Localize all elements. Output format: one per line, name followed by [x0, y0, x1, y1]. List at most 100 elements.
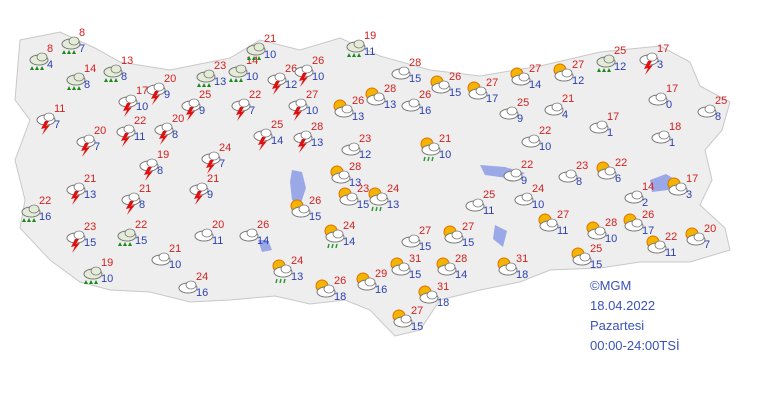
low-temperature: 1	[669, 137, 675, 149]
low-temperature: 7	[704, 239, 710, 251]
lightning	[644, 61, 653, 75]
high-temperature: 25	[715, 95, 727, 107]
rain-drop	[283, 278, 286, 284]
date: 18.04.2022	[590, 298, 655, 313]
weather-icon	[465, 198, 485, 212]
rain-drop	[327, 243, 330, 249]
lightning	[293, 107, 302, 121]
day: Pazartesi	[590, 318, 644, 333]
high-temperature: 27	[486, 77, 498, 89]
lightning	[71, 191, 80, 205]
high-temperature: 20	[94, 125, 106, 137]
high-temperature: 23	[576, 160, 588, 172]
low-temperature: 15	[419, 241, 431, 253]
weather-icon	[21, 204, 41, 222]
rain-drop	[427, 156, 430, 162]
cloud	[153, 82, 165, 92]
rain-drop	[35, 66, 39, 70]
cloud	[196, 182, 208, 192]
cloud	[596, 120, 608, 130]
high-temperature: 31	[516, 253, 528, 265]
rain-drop	[128, 242, 132, 246]
low-temperature: 17	[486, 93, 498, 105]
low-temperature: 10	[101, 273, 113, 285]
cloud	[631, 190, 643, 200]
low-temperature: 9	[521, 175, 527, 187]
rain-drop	[22, 218, 26, 222]
high-temperature: 22	[665, 231, 677, 243]
high-temperature: 22	[135, 219, 147, 231]
low-temperature: 8	[84, 79, 90, 91]
low-temperature: 10	[264, 49, 276, 61]
weather-icon	[294, 64, 314, 87]
rain-drop	[331, 243, 334, 249]
rain-drop	[239, 78, 243, 82]
high-temperature: 18	[669, 121, 681, 133]
weather-icon	[315, 279, 336, 298]
high-temperature: 28	[311, 121, 323, 133]
rain-drop	[89, 280, 93, 284]
rain-drop	[94, 280, 98, 284]
cloud	[654, 240, 666, 250]
cloud	[295, 98, 307, 108]
cloud	[346, 192, 358, 202]
rain-drop	[123, 242, 127, 246]
low-temperature: 6	[615, 173, 621, 185]
weather-icon	[420, 137, 441, 162]
cloud	[161, 122, 173, 132]
high-temperature: 14	[642, 181, 654, 193]
weather-icon	[118, 94, 138, 117]
weather-icon	[346, 39, 366, 57]
high-temperature: 23	[357, 183, 369, 195]
high-temperature: 25	[483, 189, 495, 201]
high-temperature: 26	[334, 275, 346, 287]
low-temperature: 8	[121, 71, 127, 83]
weather-icon	[117, 228, 137, 246]
rain-drop	[371, 206, 374, 212]
low-temperature: 14	[257, 235, 269, 247]
low-temperature: 7	[249, 105, 255, 117]
low-temperature: 18	[516, 269, 528, 281]
weather-icon	[624, 190, 644, 204]
weather-icon	[391, 66, 411, 80]
weather-icon	[596, 54, 616, 72]
low-temperature: 12	[285, 79, 297, 91]
high-temperature: 28	[455, 253, 467, 265]
low-temperature: 14	[529, 79, 541, 91]
cloud	[128, 192, 140, 202]
cloud	[475, 86, 487, 96]
low-temperature: 9	[199, 105, 205, 117]
high-temperature: 17	[136, 85, 148, 97]
weather-icon	[553, 63, 574, 82]
weather-icon	[497, 257, 518, 276]
weather-icon	[228, 64, 248, 82]
weather-icon	[596, 161, 617, 180]
high-temperature: 19	[364, 30, 376, 42]
weather-icon	[589, 120, 609, 134]
rain-drop	[67, 50, 71, 54]
high-temperature: 25	[199, 89, 211, 101]
rain-drop	[247, 56, 251, 60]
low-temperature: 16	[196, 287, 208, 299]
low-temperature: 8	[576, 176, 582, 188]
rain-drop	[27, 218, 31, 222]
weather-icon	[83, 266, 103, 284]
cloud	[83, 134, 95, 144]
weather-icon	[66, 72, 86, 90]
weather-icon	[538, 213, 559, 232]
cloud	[603, 54, 615, 64]
high-temperature: 28	[349, 161, 361, 173]
high-temperature: 29	[375, 268, 387, 280]
rain-drop	[72, 50, 76, 54]
cloud	[551, 102, 563, 112]
low-temperature: 15	[462, 237, 474, 249]
high-temperature: 23	[214, 60, 226, 72]
low-temperature: 11	[483, 205, 494, 217]
rain-drop	[602, 68, 606, 72]
high-temperature: 28	[384, 83, 396, 95]
weather-icon	[697, 104, 717, 118]
rain-drop	[379, 206, 382, 212]
low-temperature: 13	[84, 189, 96, 201]
high-temperature: 17	[686, 173, 698, 185]
high-temperature: 27	[557, 209, 569, 221]
